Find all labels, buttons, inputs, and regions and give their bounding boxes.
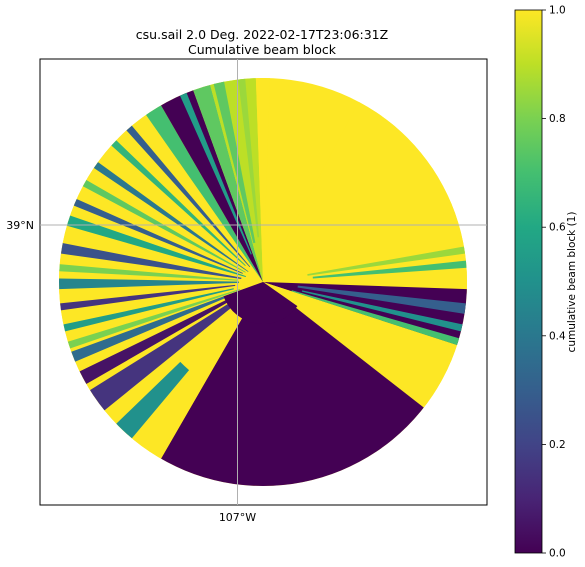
beam-streak-5 xyxy=(59,263,238,281)
beam-streak-0 xyxy=(67,288,245,364)
x-tick-label: 107°W xyxy=(219,511,256,524)
beam-block-disk xyxy=(59,78,467,486)
beam-streak-3 xyxy=(59,284,236,311)
colorbar-tick-label: 0.2 xyxy=(549,439,566,451)
colorbar-label: cumulative beam block (1) xyxy=(566,212,578,353)
beam-streak-17 xyxy=(312,260,467,279)
beam-streak-22 xyxy=(86,292,248,413)
beam-streak-20 xyxy=(291,290,463,347)
beam-streak-23 xyxy=(76,291,244,386)
chart-title-line1: csu.sail 2.0 Deg. 2022-02-17T23:06:31Z xyxy=(136,27,388,42)
beam-streak-18 xyxy=(297,285,467,315)
beam-streak-6 xyxy=(59,242,242,279)
colorbar-tick-label: 0.6 xyxy=(549,222,566,234)
colorbar-tick-label: 1.0 xyxy=(549,5,566,17)
beam-streak-10 xyxy=(90,159,249,272)
colorbar-tick-label: 0.8 xyxy=(549,113,566,125)
beam-streak-4 xyxy=(59,278,240,290)
near-range-block xyxy=(223,282,298,324)
colorbar-ticks: 0.0 0.2 0.4 0.6 0.8 1.0 xyxy=(542,5,566,560)
beam-streak-8 xyxy=(70,197,243,274)
beam-streak-1 xyxy=(64,289,241,350)
beam-streak-12 xyxy=(123,122,251,268)
colorbar xyxy=(514,9,543,554)
beam-streak-19 xyxy=(301,290,467,333)
beam-sector-8 xyxy=(209,78,263,282)
beam-sector-7 xyxy=(191,81,263,282)
beam-sector-3 xyxy=(159,282,427,486)
beam-streak-13 xyxy=(178,89,252,255)
beam-streak-11 xyxy=(108,137,246,266)
beam-streak-15 xyxy=(237,78,260,238)
beam-sector-2 xyxy=(263,282,461,411)
beam-sector-5 xyxy=(143,101,263,282)
beam-sector-9 xyxy=(255,78,271,282)
chart-title-line2: Cumulative beam block xyxy=(188,42,337,57)
y-tick-label: 39°N xyxy=(6,219,34,232)
colorbar-tick-label: 0.4 xyxy=(549,330,566,342)
colorbar-tick-label: 0.0 xyxy=(549,548,566,560)
beam-streak-14 xyxy=(212,78,256,244)
beam-streak-21 xyxy=(113,361,190,442)
beam-streak-7 xyxy=(63,214,246,278)
beam-sector-4 xyxy=(59,111,263,463)
beam-streak-2 xyxy=(59,288,234,333)
beam-streak-16 xyxy=(307,245,467,276)
